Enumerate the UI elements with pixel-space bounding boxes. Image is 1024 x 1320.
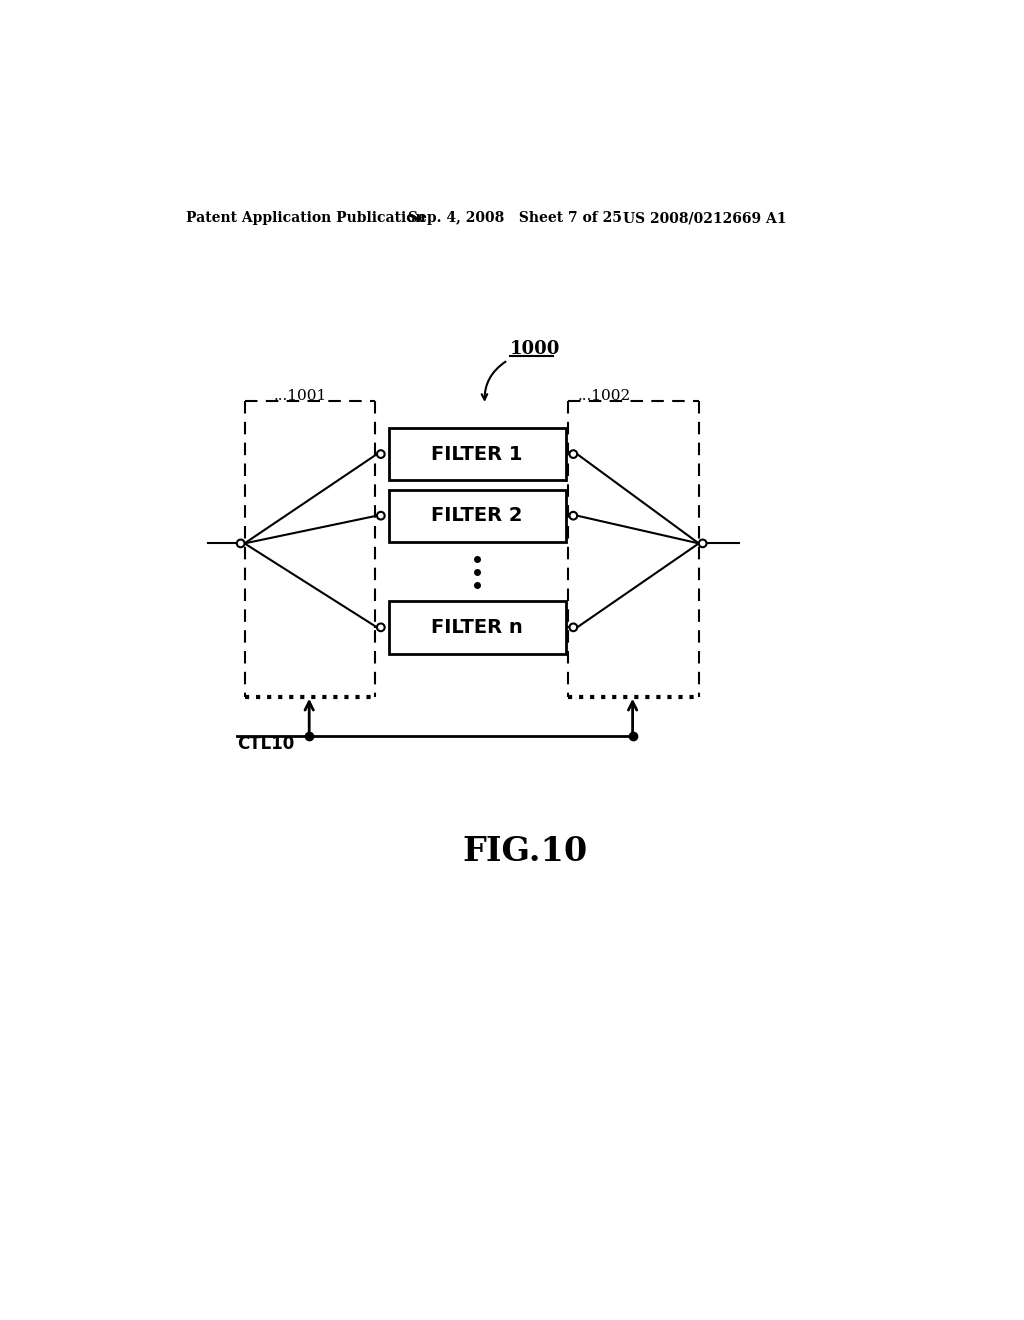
Bar bbox=[388, 490, 565, 543]
Circle shape bbox=[377, 450, 385, 458]
Circle shape bbox=[377, 512, 385, 520]
Text: ...1001: ...1001 bbox=[273, 388, 327, 403]
Text: FILTER 1: FILTER 1 bbox=[431, 445, 523, 463]
Circle shape bbox=[698, 540, 707, 548]
Text: FILTER n: FILTER n bbox=[431, 618, 523, 636]
Circle shape bbox=[569, 450, 578, 458]
Circle shape bbox=[569, 623, 578, 631]
Bar bbox=[388, 428, 565, 480]
Text: Patent Application Publication: Patent Application Publication bbox=[186, 211, 426, 226]
Text: ...1002: ...1002 bbox=[578, 388, 631, 403]
Bar bbox=[388, 601, 565, 653]
Text: FILTER 2: FILTER 2 bbox=[431, 506, 523, 525]
Text: FIG.10: FIG.10 bbox=[462, 836, 588, 869]
Circle shape bbox=[377, 623, 385, 631]
Text: US 2008/0212669 A1: US 2008/0212669 A1 bbox=[624, 211, 786, 226]
Circle shape bbox=[237, 540, 245, 548]
Text: 1000: 1000 bbox=[510, 341, 560, 358]
Text: CTL10: CTL10 bbox=[237, 735, 294, 752]
Circle shape bbox=[569, 512, 578, 520]
Text: Sep. 4, 2008   Sheet 7 of 25: Sep. 4, 2008 Sheet 7 of 25 bbox=[408, 211, 622, 226]
